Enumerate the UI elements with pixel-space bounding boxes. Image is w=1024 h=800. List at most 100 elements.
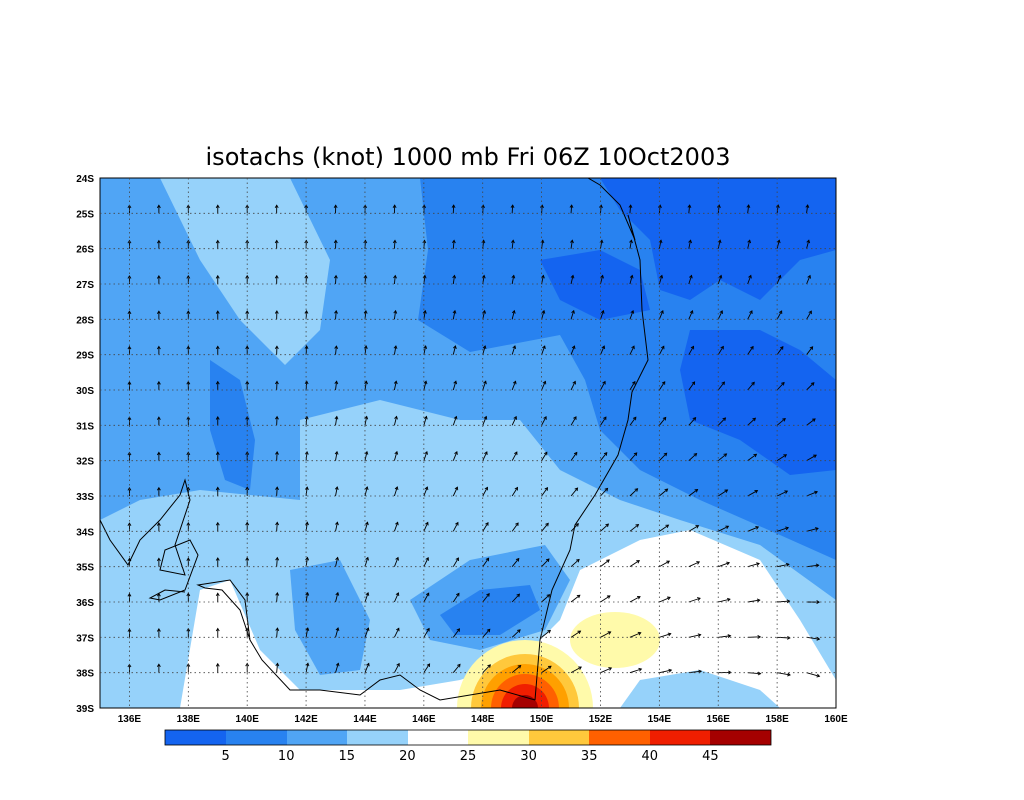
wind-arrow-head — [363, 239, 368, 244]
wind-arrow — [747, 204, 750, 214]
wind-arrow-head — [816, 600, 821, 605]
wind-arrow-head — [571, 309, 575, 314]
wind-arrow-head — [156, 628, 161, 632]
wind-arrow-head — [305, 556, 310, 561]
wind-arrow-head — [365, 521, 369, 526]
wind-arrow — [393, 451, 398, 461]
wind-arrow-head — [540, 204, 544, 208]
wind-arrow-head — [394, 450, 399, 455]
wind-arrow-head — [156, 380, 161, 385]
wind-arrow — [600, 559, 610, 568]
wind-arrow-head — [757, 671, 762, 676]
colorbar-label: 30 — [520, 749, 537, 764]
wind-arrow-head — [602, 380, 606, 385]
wind-arrow — [629, 524, 639, 532]
wind-arrow-head — [576, 558, 580, 563]
field-region — [440, 585, 540, 635]
wind-arrow-head — [275, 521, 280, 526]
wind-arrow-head — [569, 204, 574, 208]
wind-arrow-head — [422, 239, 427, 244]
wind-arrow-head — [691, 381, 696, 385]
wind-arrow-head — [452, 345, 457, 349]
plot-frame — [99, 177, 837, 709]
wind-arrow — [452, 451, 458, 461]
wind-arrow — [718, 635, 731, 638]
wind-arrow-head — [304, 239, 309, 244]
wind-arrow-head — [608, 667, 613, 671]
wind-arrow-head — [363, 274, 368, 279]
wind-arrow-head — [599, 204, 603, 208]
wind-arrow-head — [274, 345, 279, 350]
wind-arrow — [364, 663, 370, 673]
wind-arrow — [717, 381, 725, 391]
wind-arrow — [688, 561, 700, 568]
wind-arrow — [570, 381, 576, 391]
wind-arrow — [688, 634, 701, 638]
wind-arrow-head — [662, 416, 667, 421]
wind-arrow-head — [547, 629, 552, 634]
wind-arrow — [393, 345, 397, 355]
wind-arrow-head — [606, 559, 610, 563]
wind-arrow-head — [245, 310, 250, 314]
wind-arrow — [717, 489, 728, 497]
colorbar-box — [529, 730, 589, 745]
wind-arrow — [688, 275, 692, 285]
wind-arrow — [511, 451, 518, 461]
wind-arrow-head — [456, 592, 460, 597]
wind-arrow-head — [808, 310, 812, 315]
wind-arrow — [688, 346, 694, 355]
wind-arrow — [482, 628, 491, 638]
wind-arrow — [452, 240, 455, 249]
wind-arrow-head — [455, 521, 459, 526]
wind-arrow — [511, 665, 521, 674]
wind-arrow-head — [363, 309, 368, 314]
wind-arrow-head — [776, 239, 781, 244]
wind-arrow-head — [156, 239, 161, 244]
wind-arrow-head — [364, 486, 369, 490]
wind-arrow-head — [750, 345, 754, 350]
wind-arrow-head — [809, 346, 814, 350]
wind-arrow-head — [605, 523, 610, 528]
wind-arrow-head — [543, 451, 548, 456]
wind-arrow — [570, 240, 573, 249]
wind-arrow-head — [304, 274, 309, 279]
wind-arrow-head — [215, 416, 220, 420]
field-region — [680, 330, 836, 475]
wind-arrow-head — [393, 345, 398, 349]
field-region — [210, 360, 255, 490]
wind-arrow-head — [637, 596, 641, 600]
wind-arrow — [393, 628, 400, 638]
wind-arrow-head — [156, 451, 161, 456]
colorbar: 5 10 15 20 25 30 35 40 45 — [164, 729, 772, 764]
wind-arrow-head — [784, 490, 789, 494]
wind-arrow-head — [394, 415, 398, 420]
wind-arrow — [482, 451, 488, 461]
wind-arrow-head — [636, 560, 640, 564]
wind-arrow-head — [215, 592, 220, 597]
wind-arrow-head — [693, 452, 698, 457]
longitude-label: 140E — [236, 714, 260, 725]
wind-arrow-head — [690, 345, 695, 350]
wind-arrow-head — [334, 486, 339, 490]
wind-arrow — [452, 275, 455, 285]
wind-arrow-head — [692, 417, 697, 421]
wind-arrow-head — [392, 239, 397, 244]
wind-arrow-head — [637, 631, 642, 636]
wind-arrow — [806, 527, 819, 532]
wind-arrow-head — [514, 451, 518, 456]
wind-arrow-head — [601, 345, 606, 350]
wind-arrow-head — [571, 345, 576, 350]
colorbar-box — [165, 730, 226, 745]
wind-arrow — [629, 240, 632, 249]
colorbar-label: 35 — [581, 749, 598, 764]
wind-arrow — [423, 486, 428, 497]
wind-arrow-head — [807, 274, 811, 279]
latitude-label: 31S — [76, 421, 94, 432]
wind-arrow-head — [515, 557, 520, 562]
wind-arrow — [806, 491, 818, 497]
wind-arrow-head — [215, 521, 220, 526]
wind-arrow-head — [696, 561, 701, 565]
wind-arrow-head — [156, 275, 161, 279]
longitude-label: 148E — [471, 714, 495, 725]
